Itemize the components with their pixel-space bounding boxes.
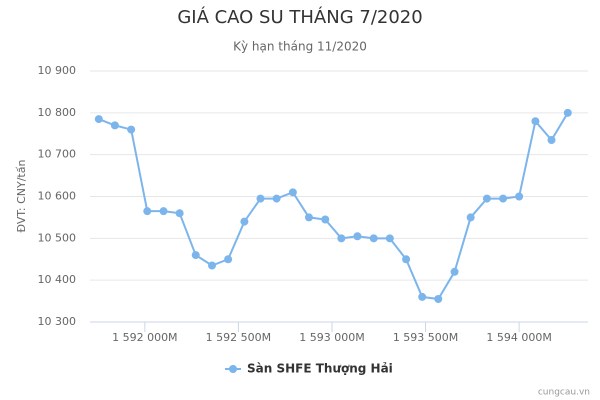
x-tick-label: 1 594 000M <box>486 331 551 344</box>
data-point <box>240 217 249 226</box>
data-point <box>515 192 524 201</box>
data-point <box>385 234 394 243</box>
data-point <box>224 255 233 264</box>
data-point <box>353 232 362 241</box>
y-tick-label: 10 400 <box>38 273 77 286</box>
data-point <box>191 251 200 260</box>
y-tick-label: 10 500 <box>38 231 77 244</box>
data-point <box>159 207 168 216</box>
data-point <box>143 207 152 216</box>
data-point <box>531 117 540 126</box>
data-point <box>418 292 427 301</box>
data-point <box>369 234 378 243</box>
chart-subtitle: Kỳ hạn tháng 11/2020 <box>233 40 367 54</box>
y-axis-label: ĐVT: CNY/tấn <box>15 160 28 233</box>
y-tick-label: 10 700 <box>38 148 77 161</box>
data-point <box>547 136 556 145</box>
chart-title: GIÁ CAO SU THÁNG 7/2020 <box>177 6 422 28</box>
x-tick-label: 1 593 500M <box>393 331 458 344</box>
legend-symbol <box>229 365 237 373</box>
data-point <box>110 121 119 130</box>
x-tick-label: 1 592 000M <box>112 331 177 344</box>
y-tick-label: 10 600 <box>38 190 77 203</box>
x-tick-label: 1 592 500M <box>206 331 271 344</box>
data-point <box>272 194 281 203</box>
data-point <box>337 234 346 243</box>
data-point <box>94 115 103 124</box>
data-point <box>208 261 217 270</box>
data-point <box>321 215 330 224</box>
data-point <box>482 194 491 203</box>
x-tick-label: 1 593 000M <box>299 331 364 344</box>
series-line <box>98 112 569 301</box>
y-tick-label: 10 800 <box>38 106 77 119</box>
data-point <box>450 267 459 276</box>
data-point <box>434 294 443 303</box>
credit: cungcau.vn <box>538 388 590 398</box>
data-point <box>466 213 475 222</box>
data-point <box>402 255 411 264</box>
data-point <box>288 188 297 197</box>
data-point <box>256 194 265 203</box>
data-point <box>499 194 508 203</box>
data-point <box>127 125 136 134</box>
data-point <box>563 108 572 117</box>
y-tick-label: 10 900 <box>38 64 77 77</box>
y-tick-label: 10 300 <box>38 315 77 328</box>
data-point <box>175 209 184 218</box>
data-point <box>304 213 313 222</box>
legend-item[interactable]: Sàn SHFE Thượng Hải <box>247 362 393 376</box>
